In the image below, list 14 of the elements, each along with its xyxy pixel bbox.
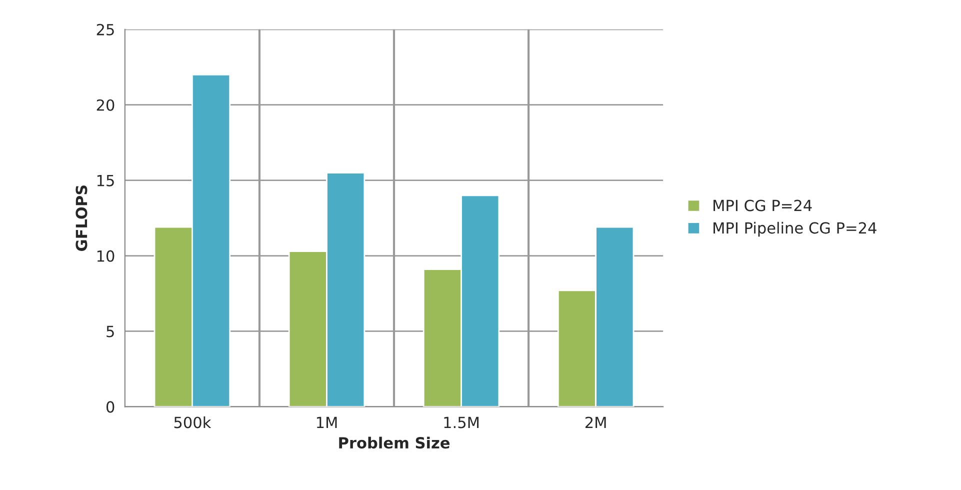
x-tick-label: 2M: [585, 416, 606, 428]
y-tick-label: 10: [97, 250, 114, 262]
y-tick-label: 0: [106, 401, 114, 413]
x-tick-label: 1.5M: [444, 416, 479, 428]
x-tick-label: 1M: [316, 416, 337, 428]
y-tick-label: 25: [96, 24, 114, 36]
y-axis-title: GFLOPS: [76, 185, 88, 251]
y-tick-label: 5: [106, 326, 114, 338]
y-tick-label: 15: [97, 174, 114, 186]
legend-label: MPI CG P=24: [714, 200, 812, 212]
x-tick-label: 500k: [174, 416, 212, 428]
x-axis-title: Problem Size: [339, 436, 450, 449]
y-tick-label: 20: [96, 99, 114, 111]
legend-label: MPI Pipeline CG P=24: [714, 222, 876, 237]
